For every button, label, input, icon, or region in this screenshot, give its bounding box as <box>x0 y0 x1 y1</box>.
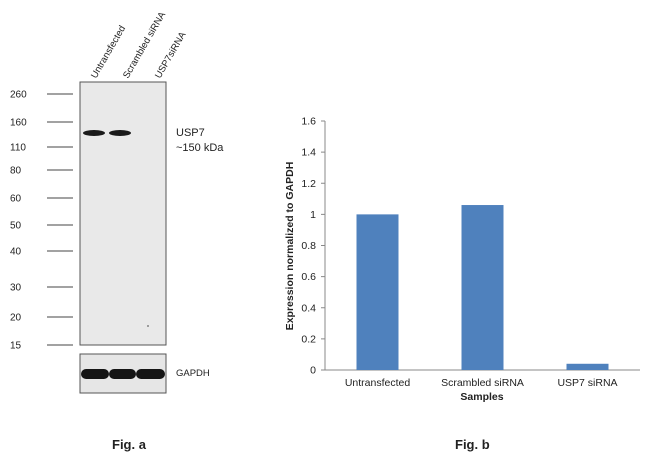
marker-label: 60 <box>10 194 22 205</box>
bar-chart: 0 0.2 0.4 0.6 0.8 1 1.2 1.4 1.6 Untransfected Scr… <box>284 116 640 403</box>
y-tick-label: 1.2 <box>301 178 316 190</box>
bar <box>566 363 609 370</box>
marker-label: 20 <box>10 313 22 324</box>
usp7-label: USP7 <box>176 127 205 139</box>
x-tick-label: USP7 siRNA <box>557 377 617 389</box>
western-blot: 260 160 110 80 60 50 40 30 20 15 UntransfectedScr… <box>10 10 224 394</box>
y-tick-label: 1.4 <box>301 147 316 159</box>
marker-label: 160 <box>10 118 27 129</box>
marker-label: 40 <box>10 247 22 258</box>
y-tick-label: 1.6 <box>301 116 316 128</box>
bars <box>356 205 609 370</box>
caption-fig-b: Fig. b <box>455 437 490 452</box>
bar <box>461 205 504 370</box>
usp7-size-label: ~150 kDa <box>176 142 224 154</box>
x-axis-ticks: Untransfected Scrambled siRNA USP7 siRNA <box>345 377 618 389</box>
marker-label: 110 <box>10 143 26 154</box>
x-tick-label: Scrambled siRNA <box>441 377 524 389</box>
marker-label: 30 <box>10 283 22 294</box>
marker-label: 50 <box>10 221 22 232</box>
gapdh-band-untransfected <box>81 369 109 379</box>
gapdh-band-usp7sirna <box>136 369 165 379</box>
y-axis-title: Expression normalized to GAPDH <box>284 162 296 331</box>
y-axis-ticks: 0 0.2 0.4 0.6 0.8 1 1.2 1.4 1.6 <box>301 116 325 377</box>
blot-membrane <box>79 81 167 346</box>
blot-speck <box>147 325 149 327</box>
gapdh-band-scrambled <box>109 369 136 379</box>
marker-label: 15 <box>10 341 22 352</box>
lane-label: USP7siRNA <box>153 30 189 81</box>
y-tick-label: 0.2 <box>301 333 316 345</box>
bar <box>356 214 399 370</box>
usp7-band-scrambled <box>109 130 131 136</box>
caption-fig-a: Fig. a <box>112 437 146 452</box>
usp7-band-untransfected <box>83 130 105 136</box>
marker-label: 80 <box>10 166 22 177</box>
gapdh-label: GAPDH <box>176 368 210 379</box>
marker-label: 260 <box>10 90 27 101</box>
y-tick-label: 0 <box>310 365 316 377</box>
y-tick-label: 0.8 <box>301 240 316 252</box>
y-tick-label: 1 <box>310 209 316 221</box>
marker-ladder: 260 160 110 80 60 50 40 30 20 15 <box>10 90 73 352</box>
x-axis-title: Samples <box>460 391 503 403</box>
y-tick-label: 0.6 <box>301 271 316 283</box>
y-tick-label: 0.4 <box>301 302 316 314</box>
x-tick-label: Untransfected <box>345 377 411 389</box>
